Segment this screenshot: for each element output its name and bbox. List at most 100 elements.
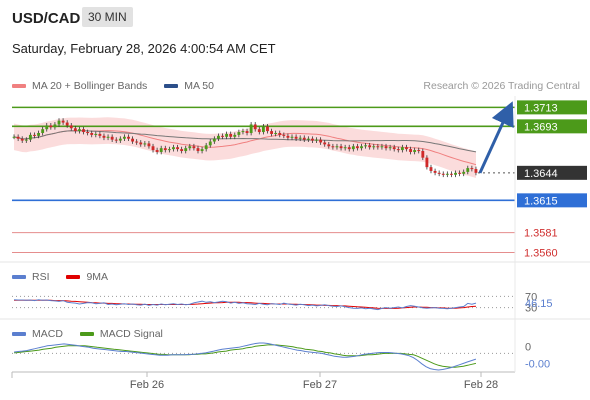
candle-body (16, 136, 20, 139)
macd-signal-line (14, 344, 477, 368)
candle (327, 142, 331, 149)
candle (339, 143, 343, 151)
candle (237, 129, 241, 138)
candle (180, 146, 184, 154)
candle (245, 128, 249, 136)
candle-body (347, 147, 351, 150)
macd-line (14, 342, 477, 371)
candle (200, 146, 204, 154)
moving-averages (13, 130, 477, 166)
candle (470, 165, 474, 172)
candle (73, 125, 77, 134)
candle-body (445, 173, 449, 175)
candle (290, 134, 294, 141)
candle-body (229, 133, 233, 137)
instrument-pair: USD/CAD (12, 10, 81, 27)
candle-body (196, 148, 200, 152)
legend-macd-signal-label: MACD Signal (99, 328, 163, 340)
rsi-line (13, 299, 477, 311)
candle-body (458, 172, 462, 174)
candle (196, 145, 200, 154)
candle-body (12, 136, 16, 138)
legend-macd: MACD (12, 328, 63, 340)
candle (266, 123, 269, 134)
candle (163, 145, 167, 153)
legend-bollinger: MA 20 + Bollinger Bands (12, 80, 147, 92)
candle-body (286, 135, 290, 138)
candle-body (323, 142, 327, 145)
candle (139, 140, 143, 147)
level-label-box-1 (517, 119, 587, 134)
candle-body (61, 120, 65, 123)
candle (433, 168, 437, 176)
candle (286, 133, 290, 141)
candle-body (405, 147, 408, 150)
signal-swatch-icon (79, 332, 94, 337)
candle (45, 123, 49, 132)
candle (147, 141, 151, 149)
candle-body (335, 146, 339, 148)
candle (466, 165, 470, 175)
candle (437, 170, 441, 177)
candle-body (274, 132, 278, 134)
candle (172, 144, 175, 152)
candle-body (315, 139, 318, 141)
candle (372, 143, 376, 150)
legend-9ma: 9MA (66, 271, 108, 283)
candle (274, 130, 278, 137)
candle-body (45, 125, 49, 130)
candle-body (139, 142, 143, 145)
level-label-2: 1.3644 (524, 168, 558, 180)
timeframe-badge[interactable]: 30 MIN (82, 7, 133, 27)
x-tick-label: Feb 28 (464, 379, 498, 391)
candle-body (396, 149, 400, 151)
level-label-box-3 (517, 193, 587, 208)
candle-body (261, 126, 265, 133)
candle (61, 118, 65, 125)
candle (355, 143, 359, 151)
candle (323, 140, 327, 147)
level-label-box-0 (517, 100, 587, 115)
candle-body (24, 139, 28, 141)
candle-body (270, 131, 274, 134)
macd-swatch-icon (12, 332, 26, 337)
candle-body (417, 150, 421, 152)
candle-body (392, 147, 396, 150)
candle (49, 123, 53, 130)
ma50-swatch-icon (164, 84, 179, 89)
candle-body (90, 132, 94, 135)
candle-body (78, 129, 81, 132)
candle-body (437, 172, 441, 174)
candle (16, 134, 20, 142)
candle-body (245, 131, 249, 133)
candle-body (200, 149, 204, 152)
candle-body (69, 125, 73, 129)
candle-body (127, 136, 130, 139)
rsi-legend: RSI 9MA (12, 271, 108, 283)
chart-header: USD/CAD 30 MIN Saturday, February 28, 20… (0, 0, 590, 70)
candle-body (433, 170, 437, 173)
candle (241, 128, 245, 135)
candle-body (278, 132, 282, 135)
candle (380, 143, 384, 150)
level-labels: 1.3713 1.3693 1.3644 1.3615 1.3581 1.3560 (517, 100, 587, 260)
candle (20, 136, 24, 143)
candle (53, 122, 57, 130)
candle-body (94, 133, 98, 135)
candle-body (49, 125, 53, 128)
candle (282, 132, 286, 139)
macd-last-label: -0.00 (525, 358, 550, 370)
rsi-tick-label: 30 (525, 303, 537, 315)
legend-macd-signal: MACD Signal (79, 328, 163, 340)
candle (449, 171, 453, 178)
level-label-1: 1.3693 (524, 121, 558, 133)
candle (421, 148, 425, 161)
candle (208, 139, 212, 148)
candle-body (298, 137, 302, 139)
candle-body (118, 138, 122, 141)
candle-body (106, 136, 110, 138)
candle-body (86, 132, 90, 134)
candle (127, 134, 130, 142)
